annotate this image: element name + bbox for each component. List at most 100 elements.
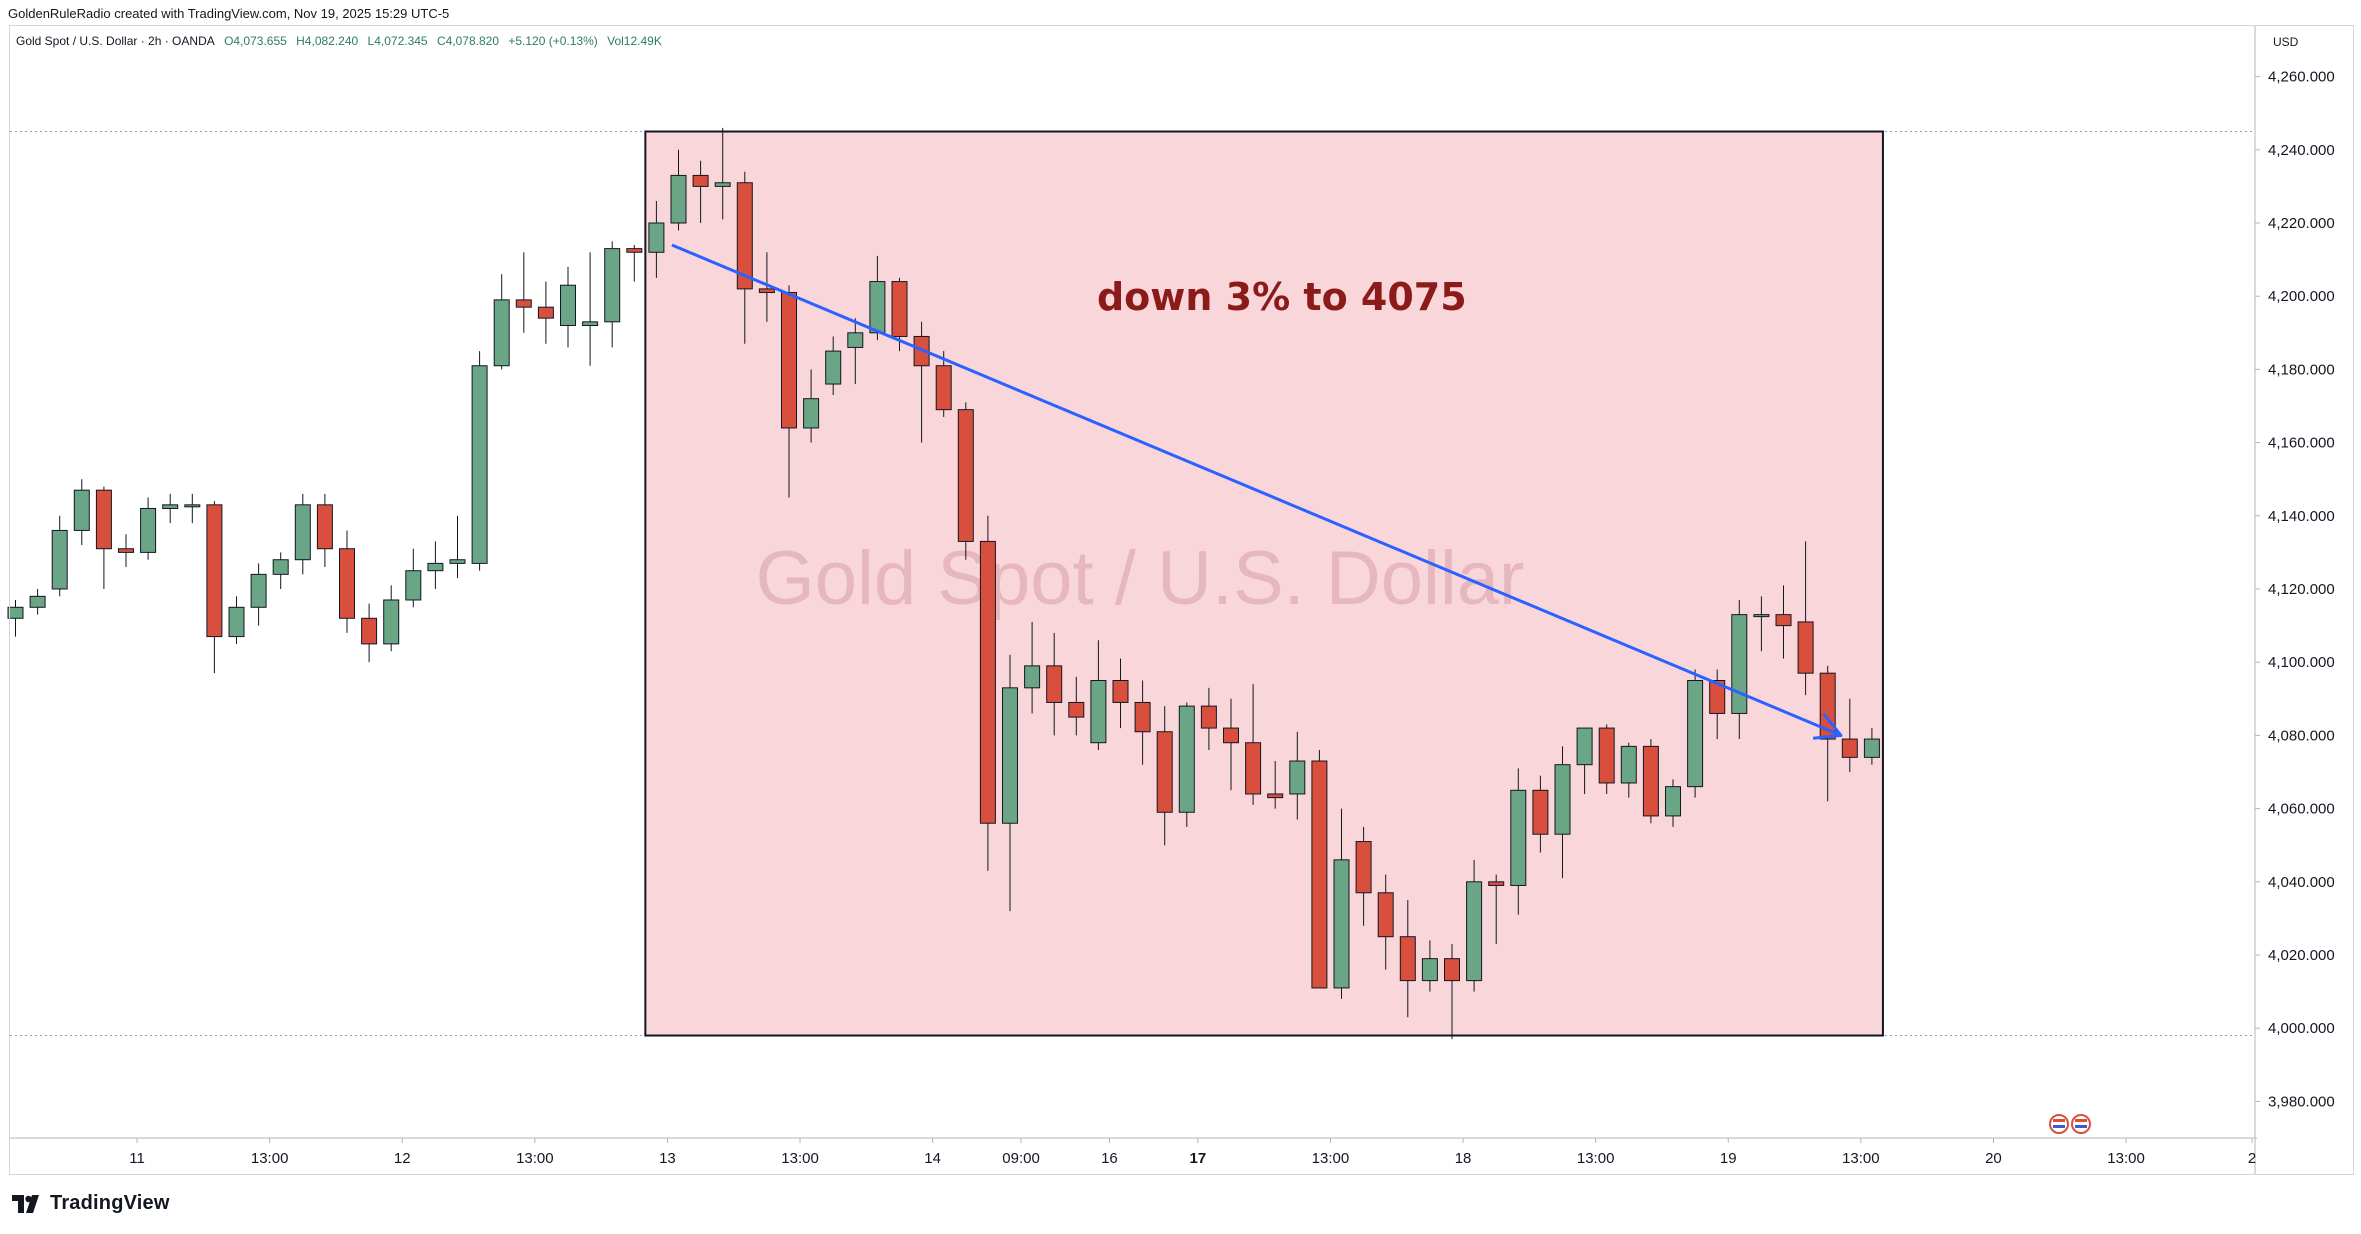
candle	[604, 241, 621, 348]
candle	[957, 402, 974, 560]
candle-body	[692, 174, 709, 187]
candle-body	[935, 365, 952, 411]
x-tick-label: 19	[1720, 1150, 1737, 1167]
candle-body	[1753, 614, 1770, 618]
candle	[803, 369, 820, 443]
candle-body	[1178, 705, 1195, 813]
candle	[7, 599, 24, 637]
candle-body	[1223, 727, 1239, 744]
candle-body	[1488, 881, 1505, 886]
candle-body	[272, 559, 289, 575]
candle-body	[1267, 793, 1284, 799]
candle	[1156, 706, 1173, 846]
annotation-layer	[10, 130, 2255, 1037]
y-tick-label: 4,200.000	[2268, 288, 2335, 305]
y-tick-label: 4,080.000	[2268, 727, 2335, 744]
candle-body	[250, 573, 267, 608]
candle-body	[7, 606, 24, 619]
candle	[979, 515, 996, 871]
candle-body	[1068, 701, 1085, 718]
candle	[1731, 599, 1748, 740]
candle	[1797, 541, 1814, 696]
highlight-zone	[644, 130, 1884, 1037]
candle	[29, 589, 46, 615]
candle	[560, 266, 576, 348]
candle-body	[1665, 786, 1681, 817]
candle-body	[162, 504, 179, 509]
y-tick-label: 4,020.000	[2268, 947, 2335, 964]
candle-body	[471, 365, 488, 564]
y-tick-label: 4,040.000	[2268, 874, 2335, 891]
candle-body	[1333, 859, 1350, 989]
tradingview-logo[interactable]: TradingView	[12, 1192, 170, 1215]
candle	[471, 351, 488, 571]
y-tick-label: 4,160.000	[2268, 435, 2335, 452]
candle	[825, 336, 842, 396]
candle-body	[714, 182, 731, 187]
candle-body	[316, 504, 333, 550]
candle	[935, 351, 952, 417]
candle-body	[604, 248, 621, 323]
candle	[1510, 768, 1527, 915]
candle-body	[383, 599, 400, 645]
volume-value: Vol12.49K	[607, 34, 662, 48]
candle	[449, 515, 466, 579]
x-tick-label: 13:00	[1312, 1150, 1350, 1167]
y-tick-label: 4,100.000	[2268, 654, 2335, 671]
candle-body	[1112, 680, 1129, 703]
candle	[162, 493, 179, 524]
candle-body	[847, 332, 864, 348]
candle-body	[228, 606, 245, 638]
candle-body	[1466, 881, 1483, 982]
y-tick-label: 4,060.000	[2268, 801, 2335, 818]
ohlc-high: H4,082.240	[296, 34, 359, 48]
axes-layer: 4,260.000 4,240.000 4,220.000 4,200.000 4,18…	[10, 25, 2335, 1175]
candle	[1377, 874, 1394, 970]
candle	[1068, 676, 1085, 736]
candle	[1002, 654, 1018, 912]
candle-body	[979, 540, 996, 824]
candle-body	[1576, 727, 1593, 766]
candle-body	[803, 398, 820, 429]
candle	[692, 160, 709, 223]
x-tick-label: 13	[659, 1150, 676, 1167]
candle	[1134, 680, 1151, 765]
candle-body	[493, 299, 510, 367]
candle	[1399, 900, 1416, 1018]
candle-body	[1444, 958, 1460, 982]
candle-body	[95, 489, 112, 550]
candle	[95, 486, 112, 589]
x-tick-label: 13:00	[1577, 1150, 1615, 1167]
candle	[1598, 724, 1615, 794]
candle-body	[626, 248, 643, 253]
currency-label[interactable]: USD	[2273, 35, 2299, 49]
x-tick-label: 16	[1101, 1150, 1118, 1167]
candle	[626, 244, 643, 282]
brand-name: TradingView	[50, 1192, 170, 1214]
x-tick-label: 11	[129, 1150, 145, 1167]
candle	[1333, 808, 1350, 999]
candle-body	[1421, 958, 1438, 982]
candle-body	[957, 409, 974, 542]
candle	[51, 515, 68, 597]
candle-body	[1399, 936, 1416, 982]
candle-body	[118, 548, 134, 553]
x-tick-label: 13:00	[1842, 1150, 1880, 1167]
y-tick-label: 4,180.000	[2268, 361, 2335, 378]
candle-body	[449, 559, 466, 564]
candle-body	[758, 288, 775, 294]
candle	[250, 563, 267, 626]
annotation-label: down 3% to 4075	[1097, 275, 1467, 319]
candle	[1355, 826, 1372, 926]
candle-body	[73, 489, 90, 531]
candle	[1554, 746, 1571, 879]
candle-body	[51, 529, 68, 590]
candle	[1753, 596, 1770, 652]
x-tick-label: 13:00	[251, 1150, 289, 1167]
symbol-name[interactable]: Gold Spot / U.S. Dollar · 2h · OANDA	[16, 34, 215, 48]
candle	[1709, 669, 1726, 740]
x-tick-label: 20	[1985, 1150, 2002, 1167]
candle	[1665, 779, 1681, 827]
candle-body	[206, 504, 223, 638]
